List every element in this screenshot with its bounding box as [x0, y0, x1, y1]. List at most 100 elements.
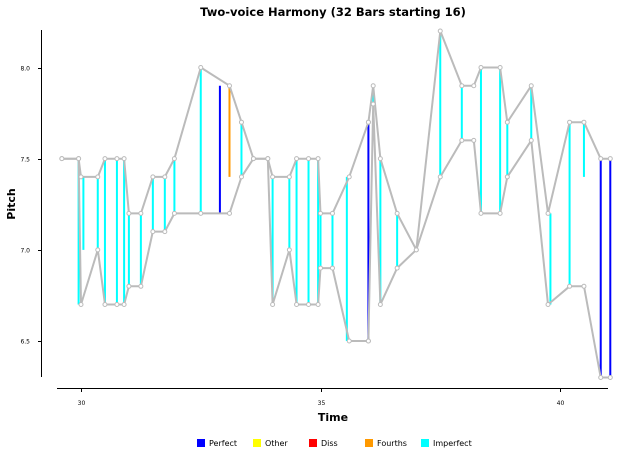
- legend-swatch: [309, 439, 317, 447]
- note-marker: [370, 101, 376, 107]
- note-marker: [394, 210, 400, 216]
- note-marker: [437, 174, 443, 180]
- note-marker: [162, 229, 168, 235]
- note-marker: [413, 247, 419, 253]
- legend-label: Fourths: [377, 439, 407, 448]
- note-marker: [346, 338, 352, 344]
- note-marker: [95, 174, 101, 180]
- note-markers: [59, 28, 613, 380]
- note-marker: [126, 210, 132, 216]
- legend-item-diss: Diss: [309, 439, 338, 448]
- note-marker: [126, 283, 132, 289]
- note-marker: [198, 65, 204, 70]
- note-marker: [581, 283, 587, 289]
- note-marker: [171, 156, 177, 162]
- legend-label: Diss: [321, 439, 338, 448]
- plot-area: [59, 28, 613, 380]
- note-marker: [598, 374, 604, 380]
- x-tick-label: 30: [78, 400, 86, 407]
- note-marker: [162, 174, 168, 180]
- note-marker: [318, 265, 323, 271]
- note-marker: [286, 174, 292, 180]
- note-marker: [377, 156, 383, 162]
- note-marker: [171, 210, 177, 216]
- note-marker: [78, 174, 84, 180]
- axes: 6.5 7.0 7.5 8.0 30 35 40: [20, 30, 608, 407]
- voice-line-1: [61, 30, 611, 251]
- note-marker: [346, 174, 352, 180]
- note-marker: [370, 83, 376, 89]
- y-axis-title: Pitch: [5, 188, 18, 219]
- note-marker: [437, 28, 443, 34]
- note-marker: [150, 174, 156, 180]
- note-marker: [78, 302, 84, 308]
- x-axis-title: Time: [318, 411, 348, 424]
- note-marker: [294, 156, 300, 162]
- note-marker: [250, 156, 256, 162]
- note-marker: [567, 119, 573, 125]
- note-marker: [294, 302, 300, 308]
- note-marker: [102, 302, 108, 308]
- voice-lines: [61, 30, 611, 379]
- note-marker: [459, 83, 465, 89]
- note-marker: [121, 302, 127, 308]
- note-marker: [471, 137, 477, 143]
- legend: Perfect Other Diss Fourths Imperfect: [197, 439, 472, 448]
- note-marker: [315, 302, 321, 308]
- note-marker: [545, 302, 551, 308]
- legend-label: Perfect: [209, 439, 237, 448]
- note-marker: [581, 119, 587, 125]
- note-marker: [459, 137, 465, 143]
- note-marker: [238, 174, 244, 180]
- chart-title: Two-voice Harmony (32 Bars starting 16): [200, 5, 466, 19]
- note-marker: [478, 65, 484, 70]
- legend-item-fourths: Fourths: [365, 439, 407, 448]
- note-marker: [471, 83, 477, 89]
- note-marker: [95, 247, 101, 253]
- note-marker: [238, 119, 244, 125]
- note-marker: [114, 156, 120, 162]
- note-marker: [497, 65, 503, 70]
- note-marker: [607, 374, 613, 380]
- voice-line-2: [61, 103, 611, 379]
- note-marker: [394, 265, 400, 271]
- interval-lines: [77, 31, 612, 378]
- note-marker: [59, 156, 65, 162]
- note-marker: [478, 210, 484, 216]
- note-marker: [121, 156, 127, 162]
- note-marker: [365, 119, 371, 125]
- note-marker: [598, 156, 604, 162]
- note-marker: [286, 247, 292, 253]
- legend-item-other: Other: [253, 439, 288, 448]
- note-marker: [545, 210, 551, 216]
- note-marker: [138, 283, 144, 289]
- legend-swatch: [421, 439, 429, 447]
- legend-swatch: [365, 439, 373, 447]
- note-marker: [607, 156, 613, 162]
- note-marker: [528, 137, 534, 143]
- note-marker: [377, 302, 383, 308]
- note-marker: [270, 302, 276, 308]
- note-marker: [306, 302, 312, 308]
- legend-item-imperfect: Imperfect: [421, 439, 472, 448]
- y-tick-label: 8.0: [20, 66, 30, 73]
- note-marker: [265, 156, 271, 162]
- note-marker: [504, 119, 510, 125]
- note-marker: [226, 83, 232, 89]
- legend-item-perfect: Perfect: [197, 439, 237, 448]
- note-marker: [318, 210, 323, 216]
- x-tick-label: 40: [557, 400, 565, 407]
- y-tick-label: 7.0: [20, 248, 30, 255]
- note-marker: [138, 210, 144, 216]
- x-ticks: 30 35 40: [78, 388, 565, 407]
- x-tick-label: 35: [318, 400, 326, 407]
- note-marker: [365, 338, 371, 344]
- note-marker: [329, 210, 335, 216]
- y-tick-label: 6.5: [20, 339, 30, 346]
- note-marker: [306, 156, 312, 162]
- y-ticks: 6.5 7.0 7.5 8.0: [20, 66, 42, 346]
- note-marker: [114, 302, 120, 308]
- legend-swatch: [197, 439, 205, 447]
- note-marker: [76, 156, 82, 162]
